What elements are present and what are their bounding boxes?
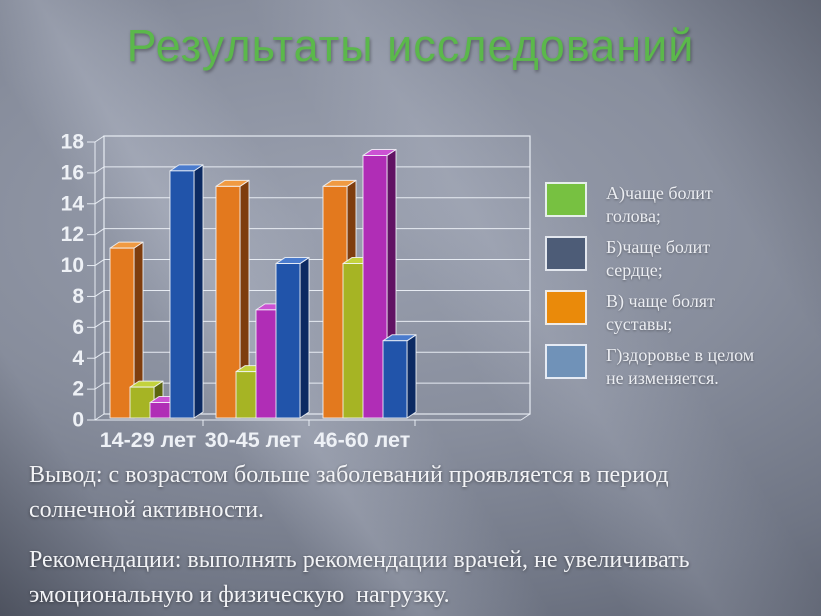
legend-swatch-g bbox=[545, 344, 587, 379]
recommendation-text: Рекомендации: выполнять рекомендации вра… bbox=[29, 547, 690, 608]
y-axis-label: 12 bbox=[61, 223, 84, 246]
bar-orange-g1 bbox=[215, 185, 241, 419]
x-axis-label: 46-60 лет bbox=[314, 428, 411, 452]
chart-legend: А)чаще болит голова; Б)чаще болит сердце… bbox=[545, 182, 805, 398]
y-axis-label: 18 bbox=[61, 131, 85, 154]
bar-side-blue-g0 bbox=[193, 164, 204, 419]
chart-frame-line bbox=[94, 290, 105, 297]
legend-item-a: А)чаще болит голова; bbox=[545, 182, 805, 228]
x-axis-label: 14-29 лет bbox=[100, 428, 197, 452]
chart-frame-line bbox=[520, 413, 531, 421]
legend-swatch-v bbox=[545, 290, 587, 325]
slide-title: Результаты исследований bbox=[126, 20, 695, 71]
bar-blue-g0 bbox=[169, 170, 195, 419]
y-axis-label: 10 bbox=[61, 254, 84, 277]
y-axis-label: 14 bbox=[61, 192, 85, 215]
legend-label-b: Б)чаще болит сердце; bbox=[606, 237, 711, 280]
legend-label-g: Г)здоровье в целом не изменяется. bbox=[606, 345, 755, 388]
legend-item-b: Б)чаще болит сердце; bbox=[545, 236, 805, 282]
conclusion-text: Вывод: с возрастом больше заболеваний пр… bbox=[29, 462, 669, 523]
legend-label-a: А)чаще болит голова; bbox=[606, 183, 713, 226]
legend-item-g: Г)здоровье в целом не изменяется. bbox=[545, 344, 805, 390]
legend-label-v: В) чаще болят суставы; bbox=[606, 291, 715, 334]
chart-frame-line bbox=[94, 382, 105, 390]
chart-frame-line bbox=[94, 413, 105, 421]
y-axis-label: 16 bbox=[61, 161, 84, 184]
y-axis-label: 8 bbox=[72, 285, 84, 308]
y-axis-label: 4 bbox=[72, 347, 84, 370]
chart-frame-line bbox=[94, 197, 105, 205]
bar-blue-g1 bbox=[275, 263, 301, 419]
y-axis-label: 0 bbox=[72, 409, 84, 432]
chart-frame-line bbox=[94, 166, 105, 174]
bar-side-blue-g2 bbox=[406, 334, 417, 419]
chart-frame-line bbox=[94, 320, 105, 328]
chart-frame-line bbox=[94, 228, 105, 236]
y-axis-label: 6 bbox=[72, 316, 84, 339]
y-axis-label: 2 bbox=[72, 378, 84, 401]
chart-frame-line bbox=[94, 351, 105, 359]
x-axis-label: 30-45 лет bbox=[205, 428, 302, 452]
chart-frame-line bbox=[94, 135, 105, 143]
bar-blue-g2 bbox=[382, 340, 408, 419]
legend-item-v: В) чаще болят суставы; bbox=[545, 290, 805, 336]
bar-side-blue-g1 bbox=[299, 257, 310, 419]
chart-frame-line bbox=[94, 259, 105, 266]
legend-swatch-a bbox=[545, 182, 587, 217]
plot-back-wall bbox=[103, 135, 531, 415]
legend-swatch-b bbox=[545, 236, 587, 271]
